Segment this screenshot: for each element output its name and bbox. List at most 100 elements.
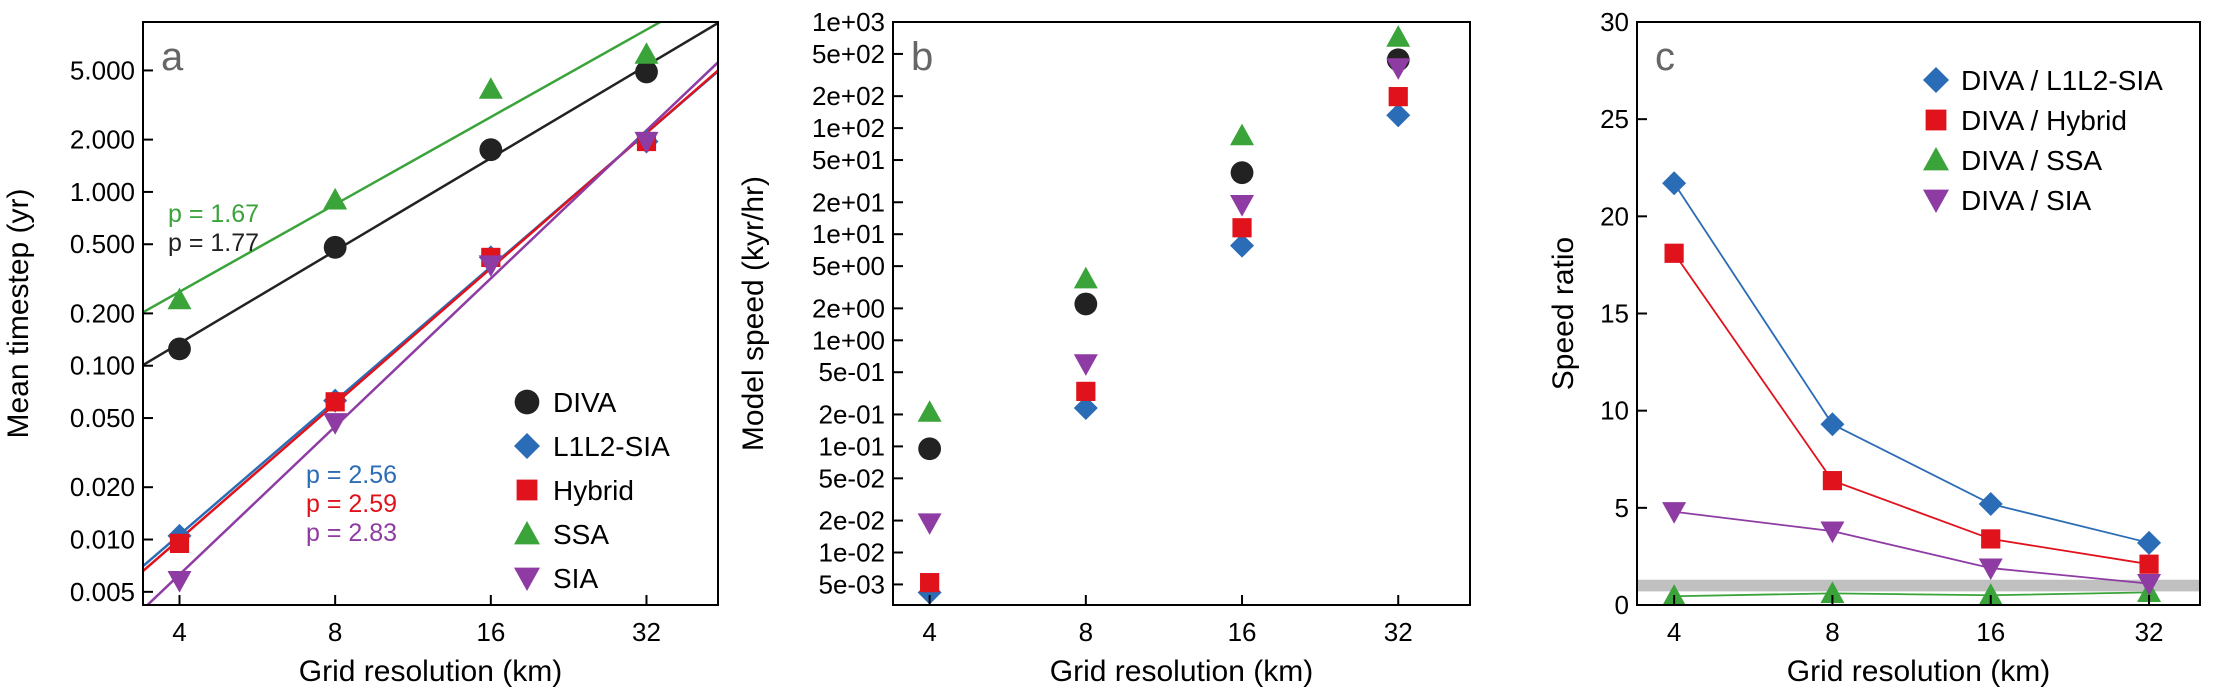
data-point (1073, 354, 1098, 376)
y-tick-label: 1e+01 (812, 219, 885, 249)
series-sia (917, 58, 1411, 535)
reference-band (1637, 579, 2200, 592)
legend-marker (1923, 67, 1949, 93)
data-point (1981, 529, 2001, 549)
legend-marker (514, 521, 540, 545)
y-tick-label: 5e-02 (819, 463, 886, 493)
legend-marker (1923, 147, 1949, 171)
x-axis-label: Grid resolution (km) (1787, 655, 2050, 688)
y-axis-label: Speed ratio (1547, 237, 1580, 390)
legend-marker (1925, 109, 1947, 131)
data-point (1820, 412, 1845, 437)
y-tick-label: 0.500 (70, 229, 135, 259)
legend-marker (1923, 189, 1949, 213)
y-tick-label: 1.000 (70, 177, 135, 207)
fit-exponent-label: p = 1.77 (168, 229, 259, 257)
legend-marker (514, 389, 540, 415)
x-tick-label: 8 (328, 617, 342, 647)
plot-area (1637, 171, 2200, 605)
legend-label: DIVA / SIA (1961, 185, 2092, 216)
data-point (1076, 381, 1096, 401)
data-point (325, 392, 345, 412)
x-tick-label: 16 (1976, 617, 2005, 647)
legend-label: L1L2-SIA (553, 431, 670, 462)
data-point (1662, 502, 1687, 524)
legend-label: DIVA / L1L2-SIA (1961, 65, 2163, 96)
data-point (1073, 266, 1098, 289)
x-tick-label: 4 (922, 617, 936, 647)
data-point (920, 573, 940, 593)
y-tick-label: 0.020 (70, 472, 135, 502)
data-point (1978, 491, 2003, 516)
fit-line-diva (143, 22, 718, 367)
data-point (1978, 558, 2003, 581)
legend-label: SIA (553, 563, 598, 594)
fit-line-sia (145, 61, 718, 605)
x-tick-label: 8 (1825, 617, 1839, 647)
legend-label: DIVA / SSA (1961, 145, 2102, 176)
y-tick-label: 2e-02 (819, 506, 886, 536)
legend-marker (514, 433, 540, 459)
x-tick-label: 16 (476, 617, 505, 647)
data-point (1978, 583, 2003, 605)
series-diva-sia (1662, 502, 2162, 596)
y-tick-label: 15 (1600, 299, 1629, 329)
y-tick-label: 20 (1600, 201, 1629, 231)
data-point (1662, 171, 1687, 196)
data-point (1386, 25, 1411, 47)
legend-label: DIVA / Hybrid (1961, 105, 2127, 136)
y-axis-label: Mean timestep (yr) (2, 188, 35, 438)
y-tick-label: 1e+02 (812, 113, 885, 143)
y-tick-label: 2e+01 (812, 187, 885, 217)
y-tick-label: 2e+00 (812, 293, 885, 323)
y-tick-label: 0.100 (70, 351, 135, 381)
legend: DIVA / L1L2-SIA DIVA / Hybrid DIVA / SSA DI… (1923, 65, 2163, 216)
series-line (1673, 252, 2150, 566)
data-point (323, 187, 348, 210)
legend-marker (516, 479, 538, 501)
data-point (167, 571, 192, 593)
x-tick-label: 4 (1667, 617, 1681, 647)
y-tick-label: 30 (1600, 7, 1629, 37)
y-tick-label: 0.005 (70, 577, 135, 607)
data-point (918, 437, 942, 461)
fit-exponent-label: p = 2.56 (306, 461, 397, 489)
data-point (1230, 195, 1255, 217)
x-tick-label: 32 (1384, 617, 1413, 647)
data-point (1230, 161, 1254, 185)
data-point (1232, 218, 1252, 238)
series-diva-hybrid (1664, 243, 2159, 574)
x-tick-label: 4 (172, 617, 186, 647)
series-line (1674, 591, 2150, 598)
data-point (1386, 58, 1411, 80)
data-point (917, 513, 942, 535)
data-point (917, 400, 942, 422)
data-point (635, 60, 658, 84)
x-axis-label: Grid resolution (km) (299, 655, 562, 688)
y-tick-label: 2e+02 (812, 81, 885, 111)
y-tick-label: 25 (1600, 104, 1629, 134)
data-point (1388, 87, 1408, 107)
panel-a: 4 8 16 32 0.005 0.010 0.020 0.050 0.100 0.200 0.50… (2, 21, 719, 688)
data-point (1820, 581, 1845, 603)
y-tick-label: 5e-01 (819, 357, 886, 387)
series-diva (168, 60, 658, 361)
data-point (479, 138, 503, 162)
y-tick-label: 5e-03 (819, 569, 886, 599)
panel-letter: a (161, 35, 184, 79)
data-point (323, 413, 348, 435)
panel-letter: c (1655, 35, 1675, 79)
series-diva-l1l2-sia (1662, 171, 2162, 555)
series-l1l2-sia (917, 103, 1411, 605)
legend-marker (514, 567, 540, 591)
data-point (1230, 233, 1255, 258)
y-tick-label: 5e+01 (812, 145, 885, 175)
series-diva (918, 48, 1410, 461)
data-point (2137, 574, 2162, 596)
data-point (1073, 396, 1098, 421)
y-axis-label: Model speed (kyr/hr) (737, 176, 770, 451)
data-point (634, 131, 659, 154)
data-point (1822, 471, 1843, 491)
x-tick-label: 32 (2135, 617, 2164, 647)
data-point (2137, 530, 2162, 555)
